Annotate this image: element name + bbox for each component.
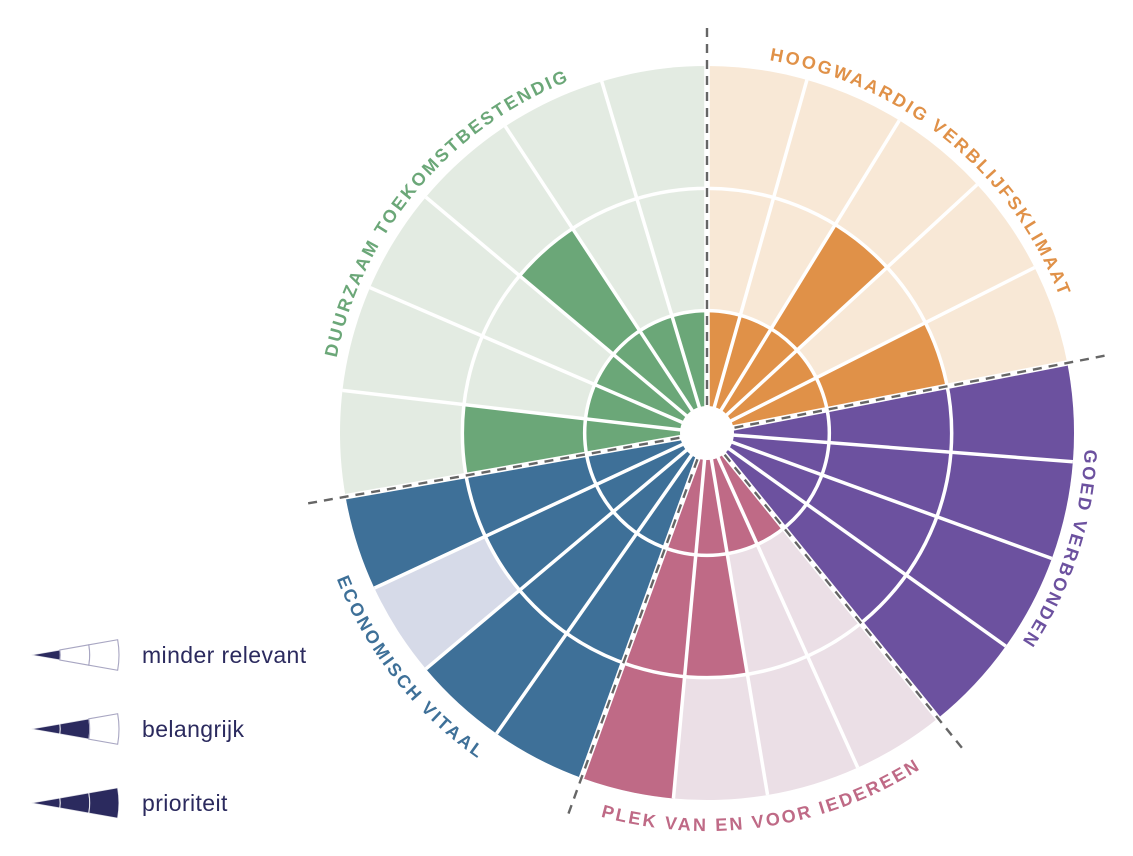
wedge-divider-line — [715, 119, 901, 418]
legend-wedge-icon — [30, 713, 120, 745]
legend: minder relevant belangrijk prioriteit — [28, 638, 307, 820]
sector-economisch-vitaal-wedge-1-level-3 — [345, 433, 707, 589]
sector-value-wedges — [345, 224, 1075, 799]
wedge-divider-line — [708, 451, 770, 796]
sector-duurzaam-toekomstbestendig-wedge-2-level-1 — [639, 315, 707, 433]
legend-wedge-segment-1-filled — [30, 723, 61, 735]
legend-wedge-segment-3 — [88, 639, 120, 671]
sector-boundary-dashed-line — [566, 443, 705, 816]
sector-duurzaam-toekomstbestendig-wedge-3-level-2 — [519, 228, 707, 433]
sector-boundary-dashed-line — [713, 441, 965, 751]
sector-economisch-vitaal-wedge-4-level-3 — [496, 433, 707, 778]
wedge-divider-line — [342, 388, 689, 433]
legend-item-minder-relevant: minder relevant — [28, 638, 307, 672]
legend-wedge-segment-2-filled — [59, 718, 91, 740]
legend-wedge-segment-2-filled — [59, 792, 91, 814]
sector-goed-verbonden-wedge-4-level-3 — [707, 362, 1075, 462]
legend-wedge-segment-2 — [59, 644, 91, 666]
legend-item-prioriteit: prioriteit — [28, 786, 307, 820]
wedge-divider-line — [373, 439, 691, 590]
sector-economisch-vitaal-wedge-3-level-3 — [425, 433, 707, 734]
wedge-divider-line — [369, 286, 691, 428]
ring-grid — [342, 79, 1074, 799]
sector-goed-verbonden-wedge-3-level-3 — [707, 433, 1073, 559]
wedge-divider-line — [424, 443, 694, 671]
wedge-divider-line — [723, 265, 1036, 426]
legend-wedge-icon — [30, 787, 120, 819]
wedge-divider-line — [671, 451, 708, 799]
center-hole — [680, 406, 734, 460]
wedge-divider-line — [600, 80, 704, 416]
legend-item-belangrijk: belangrijk — [28, 712, 307, 746]
wedge-divider-line — [719, 183, 979, 422]
wedge-divider-line — [713, 449, 860, 769]
legend-wedge-segment-3-filled — [88, 787, 120, 819]
sector-boundary-dashed-line — [305, 433, 696, 505]
sector-hoogwaardig-verblijfsklimaat-wedge-1-level-2 — [707, 322, 948, 433]
wedge-divider-line — [710, 79, 809, 416]
sector-hoogwaardig-verblijfsklimaat-wedge-3-level-2 — [707, 224, 888, 433]
wedge-divider-line — [424, 195, 694, 423]
legend-item-label: minder relevant — [142, 641, 307, 668]
legend-wedge-segment-3 — [88, 713, 120, 745]
wedge-divider-line — [721, 442, 1007, 648]
wedge-divider-line — [724, 437, 1053, 561]
sector-economisch-vitaal-wedge-2-level-2 — [485, 433, 707, 591]
sector-goed-verbonden-wedge-2-level-3 — [707, 433, 1052, 647]
sector-boundary-dashed-line — [718, 354, 1107, 432]
sector-goed-verbonden-wedge-1-level-3 — [707, 433, 1006, 719]
sector-duurzaam-toekomstbestendig-wedge-4-level-1 — [594, 354, 707, 433]
legend-wedge-segment-1-filled — [30, 649, 61, 661]
sector-hoogwaardig-verblijfsklimaat-wedge-2-level-1 — [707, 350, 817, 433]
legend-wedge-segment-1-filled — [30, 797, 61, 809]
legend-item-label: prioriteit — [142, 789, 228, 816]
wedge-divider-line — [495, 447, 698, 735]
wedge-divider-line — [725, 432, 1074, 464]
sector-boundaries — [305, 26, 1107, 816]
sector-hoogwaardig-verblijfsklimaat-wedge-4-level-1 — [707, 315, 772, 433]
legend-wedge-icon — [30, 639, 120, 671]
wedge-divider-line — [503, 125, 699, 419]
legend-item-label: belangrijk — [142, 715, 245, 742]
